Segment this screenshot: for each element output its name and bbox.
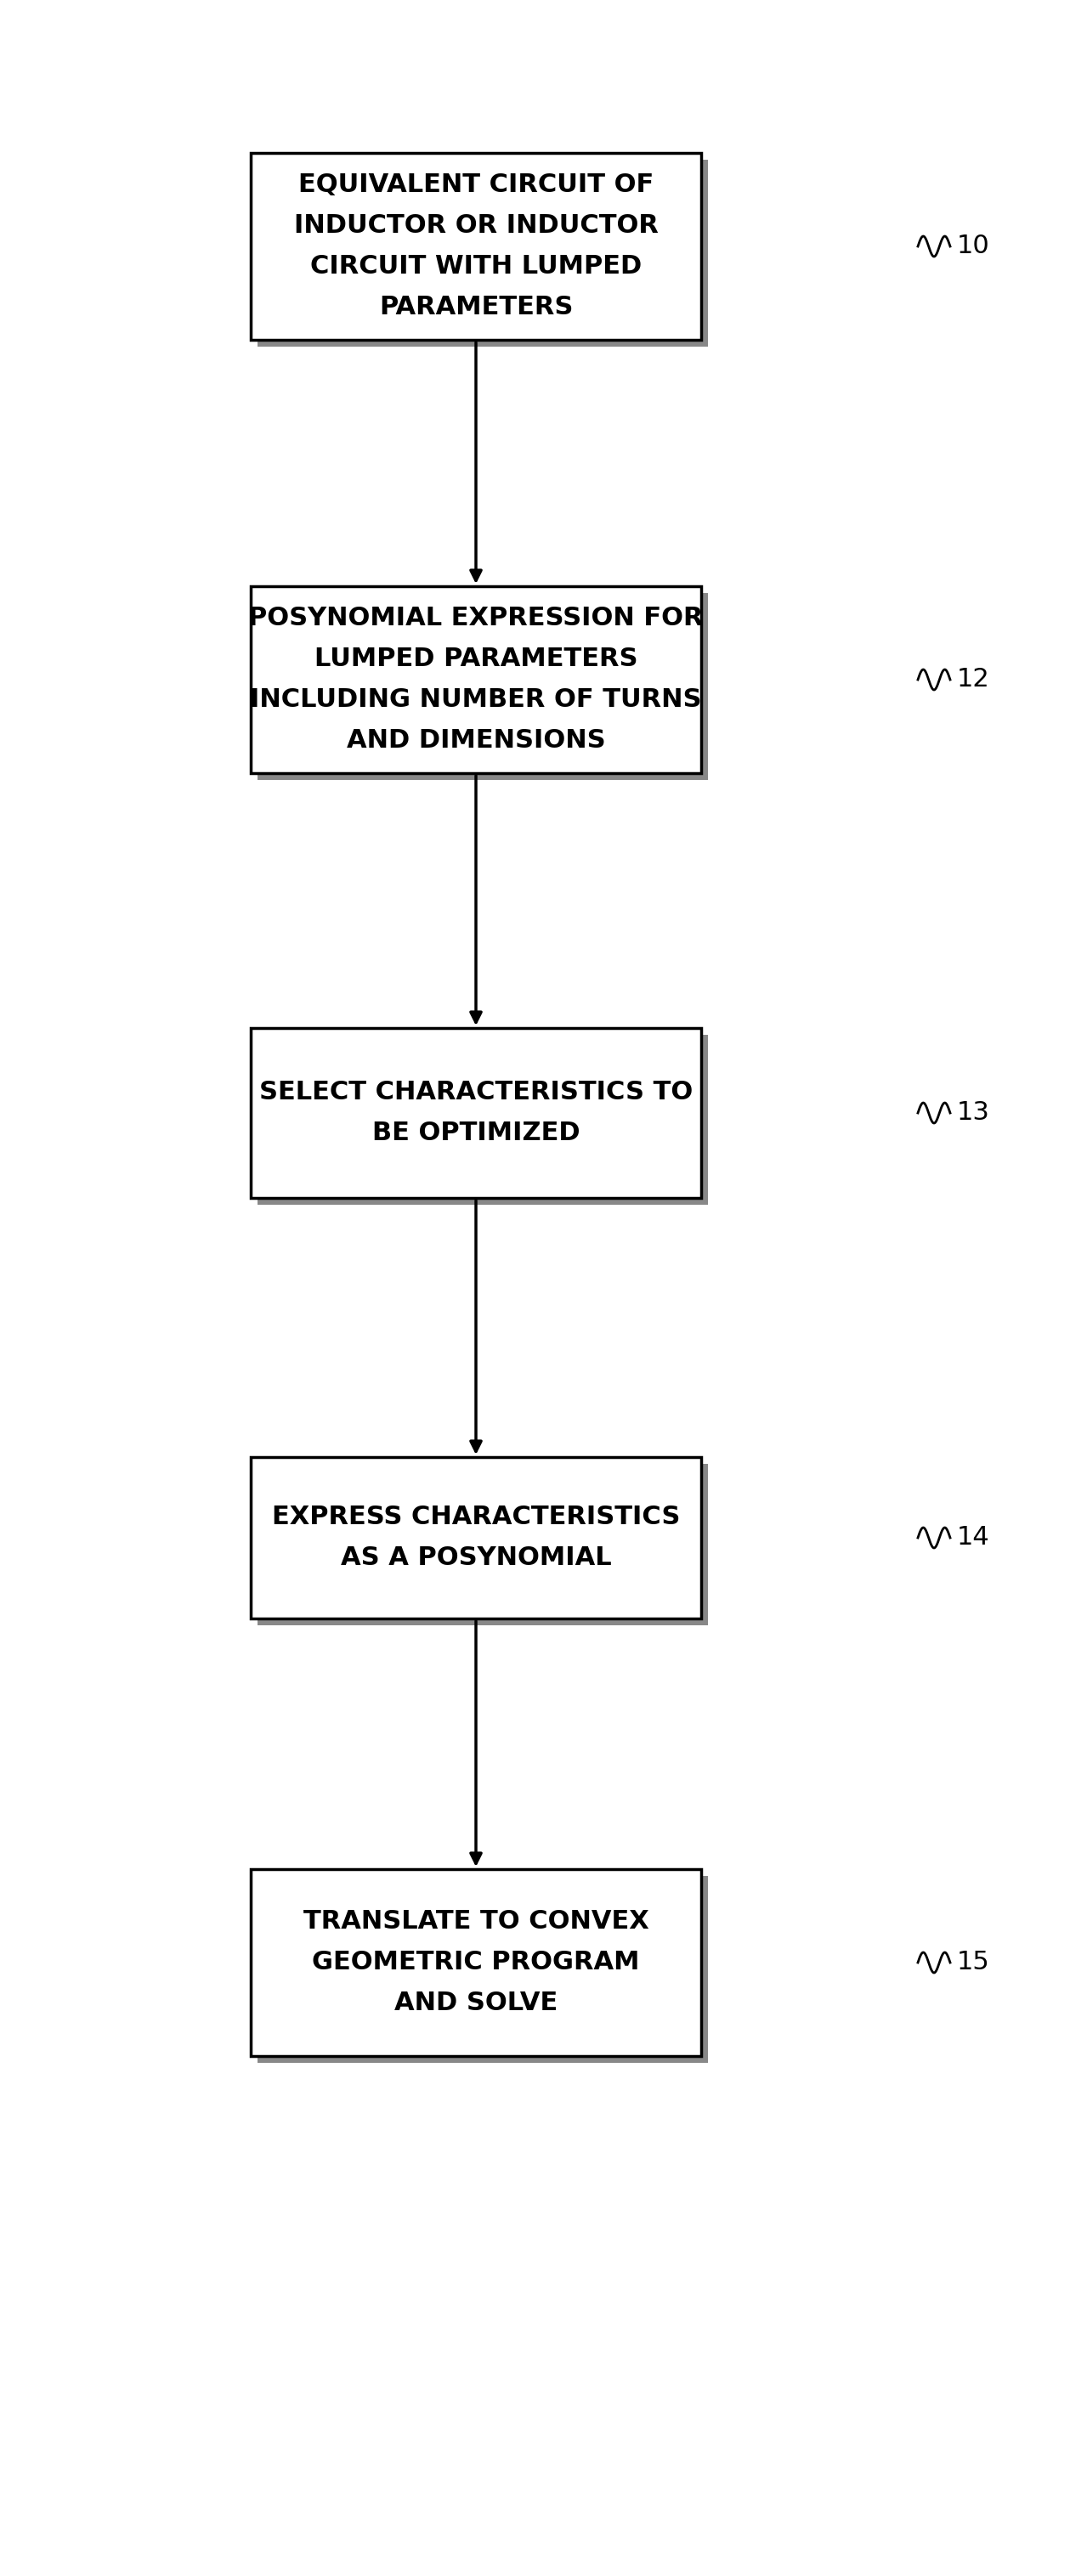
Bar [258, 1875, 708, 2063]
Text: EXPRESS CHARACTERISTICS: EXPRESS CHARACTERISTICS [272, 1504, 681, 1530]
Text: 13: 13 [957, 1100, 990, 1126]
Text: SELECT CHARACTERISTICS TO: SELECT CHARACTERISTICS TO [259, 1079, 692, 1105]
Bar [250, 587, 701, 773]
Bar [258, 1036, 708, 1206]
Text: 12: 12 [957, 667, 990, 693]
Text: AND DIMENSIONS: AND DIMENSIONS [347, 729, 606, 752]
Bar [250, 1028, 701, 1198]
Bar [250, 1870, 701, 2056]
Text: LUMPED PARAMETERS: LUMPED PARAMETERS [315, 647, 638, 672]
Bar [250, 1458, 701, 1618]
Text: AND SOLVE: AND SOLVE [394, 1991, 557, 2014]
Text: CIRCUIT WITH LUMPED: CIRCUIT WITH LUMPED [310, 255, 642, 278]
Text: PARAMETERS: PARAMETERS [379, 296, 572, 319]
Text: POSYNOMIAL EXPRESSION FOR: POSYNOMIAL EXPRESSION FOR [248, 605, 703, 631]
Bar [258, 1463, 708, 1625]
Bar [258, 592, 708, 781]
Text: AS A POSYNOMIAL: AS A POSYNOMIAL [340, 1546, 611, 1571]
Bar [258, 160, 708, 348]
Text: 14: 14 [957, 1525, 990, 1551]
Text: BE OPTIMIZED: BE OPTIMIZED [372, 1121, 580, 1146]
Text: 10: 10 [957, 234, 990, 258]
Text: TRANSLATE TO CONVEX: TRANSLATE TO CONVEX [303, 1909, 648, 1935]
Text: INCLUDING NUMBER OF TURNS: INCLUDING NUMBER OF TURNS [250, 688, 702, 714]
Text: GEOMETRIC PROGRAM: GEOMETRIC PROGRAM [312, 1950, 640, 1976]
Text: EQUIVALENT CIRCUIT OF: EQUIVALENT CIRCUIT OF [299, 173, 654, 198]
Bar [250, 152, 701, 340]
Text: INDUCTOR OR INDUCTOR: INDUCTOR OR INDUCTOR [293, 214, 658, 240]
Text: 15: 15 [957, 1950, 990, 1976]
